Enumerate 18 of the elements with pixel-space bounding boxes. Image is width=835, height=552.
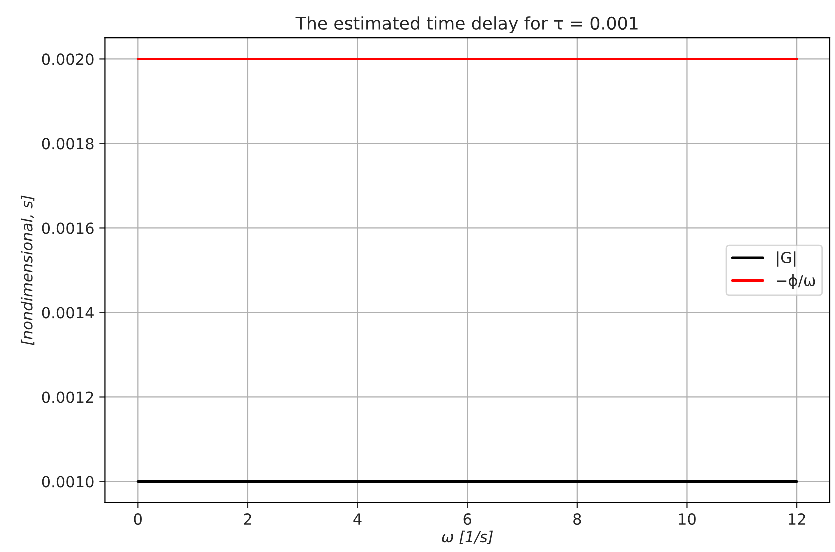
x-tick-label: 8 bbox=[574, 514, 582, 526]
legend-label: −ϕ/ω bbox=[777, 274, 816, 290]
x-tick-label: 0 bbox=[134, 514, 142, 526]
x-tick-label: 2 bbox=[244, 514, 252, 525]
y-tick-label: 0.0012 bbox=[42, 392, 94, 404]
y-axis-title: [nondimensional, s] bbox=[20, 196, 35, 346]
legend-label: |G| bbox=[777, 252, 796, 267]
x-tick-label: 4 bbox=[354, 514, 362, 525]
x-axis-title: ω [1/s] bbox=[442, 530, 494, 544]
y-tick-label: 0.0020 bbox=[42, 54, 94, 66]
y-tick-label: 0.0018 bbox=[42, 138, 94, 150]
y-tick-label: 0.0014 bbox=[42, 307, 94, 319]
y-tick-label: 0.0010 bbox=[42, 476, 94, 488]
x-tick-label: 6 bbox=[464, 514, 472, 526]
x-tick-label: 10 bbox=[679, 514, 696, 526]
y-tick-label: 0.0016 bbox=[42, 222, 94, 234]
chart-title: The estimated time delay for τ = 0.001 bbox=[296, 16, 638, 34]
x-tick-label: 12 bbox=[789, 514, 806, 525]
